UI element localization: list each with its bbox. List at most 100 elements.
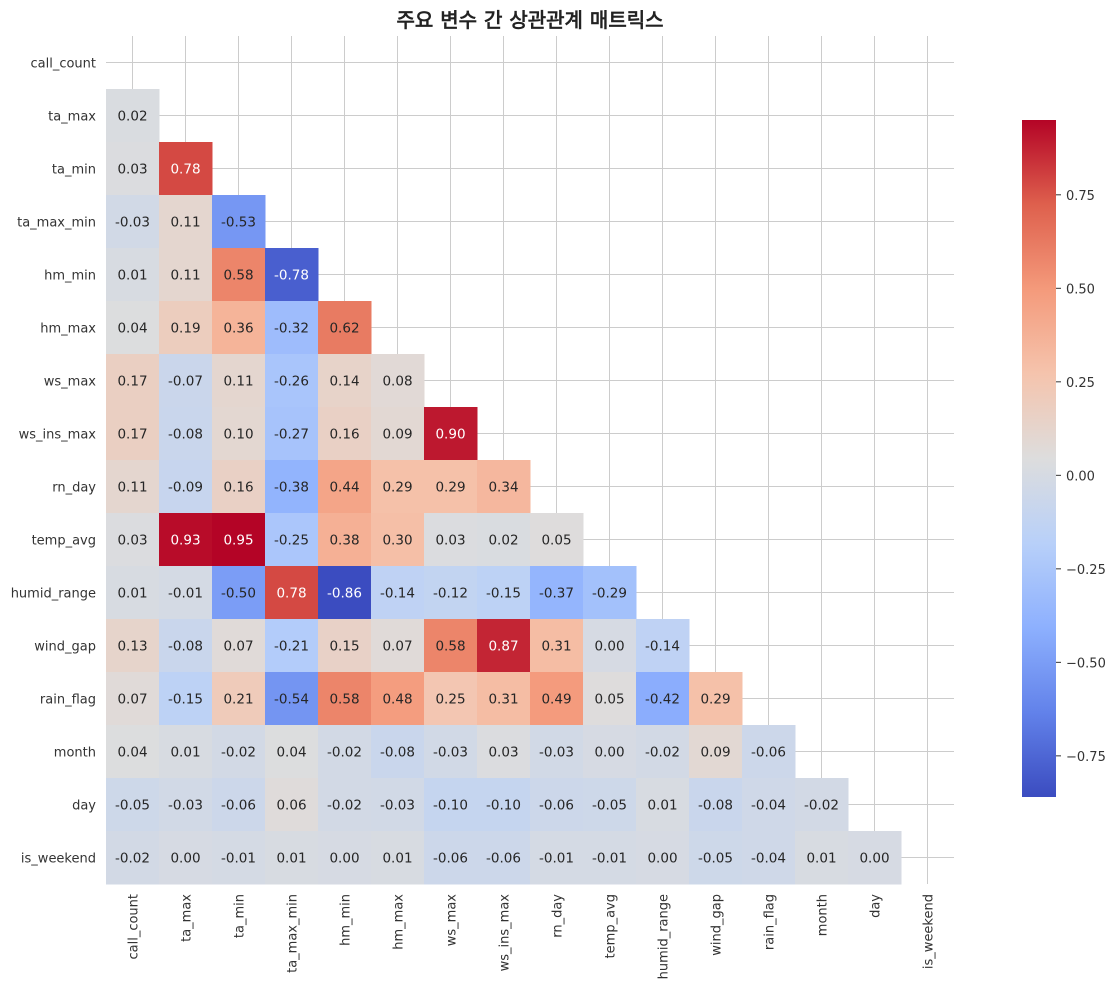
- cell-value-label-is_weekend-ta_max: 0.00: [170, 851, 200, 867]
- heatmap-cell-rain_flag-ta_max: [159, 672, 213, 726]
- cell-value-label-ta_max_min-ta_min: -0.53: [221, 215, 256, 231]
- cell-value-label-rain_flag-hm_max: 0.48: [382, 692, 412, 708]
- cell-value-label-month-ta_min: -0.02: [221, 745, 256, 761]
- heatmap-cell-ws_ins_max-ws_max: [424, 407, 478, 461]
- heatmap-cell-wind_gap-ws_max: [424, 619, 478, 673]
- cell-value-label-humid_range-hm_max: -0.14: [380, 586, 415, 602]
- heatmap-cell-temp_avg-hm_min: [318, 513, 372, 567]
- y-axis-tick-labels: call_count ta_max ta_min ta_max_min hm_minhm…: [11, 57, 97, 867]
- colorbar-tick-label: −0.25: [1066, 563, 1106, 578]
- cell-value-label-ws_max-ta_max: -0.07: [168, 374, 203, 390]
- cell-value-label-rn_day-ta_max_min: -0.38: [274, 480, 309, 496]
- cell-value-label-humid_range-ta_min: -0.50: [221, 586, 256, 602]
- cell-value-label-ta_max_min-call_count: -0.03: [115, 215, 150, 231]
- heatmap-cell-is_weekend-humid_range: [636, 831, 690, 885]
- cell-value-label-ta_min-call_count: 0.03: [117, 162, 147, 178]
- heatmap-cell-day-ta_max_min: [265, 778, 319, 832]
- x-tick-label-is_weekend: is_weekend: [922, 894, 937, 969]
- colorbar-tick-label: 0.75: [1066, 189, 1095, 204]
- cell-value-label-ws_ins_max-hm_min: 0.16: [329, 427, 359, 443]
- heatmap-cell-ws_max-hm_min: [318, 354, 372, 408]
- heatmap-cell-day-ws_ins_max: [477, 778, 531, 832]
- heatmap-cell-is_weekend-day: [848, 831, 902, 885]
- cell-value-label-day-month: -0.02: [804, 798, 839, 814]
- cell-value-label-rain_flag-ws_max: 0.25: [435, 692, 465, 708]
- cell-value-label-temp_avg-call_count: 0.03: [117, 533, 147, 549]
- cell-value-label-day-ta_max: -0.03: [168, 798, 203, 814]
- cell-value-label-humid_range-hm_min: -0.86: [327, 586, 362, 602]
- cell-value-label-wind_gap-ta_min: 0.07: [223, 639, 253, 655]
- x-tick-label-ta_max: ta_max: [180, 894, 195, 942]
- heatmap-cell-rn_day-call_count: [106, 460, 160, 514]
- heatmap-cell-ws_ins_max-ta_min: [212, 407, 266, 461]
- heatmap-cell-humid_range-ws_ins_max: [477, 566, 531, 620]
- x-tick-label-rn_day: rn_day: [551, 894, 566, 938]
- heatmap-cell-is_weekend-rain_flag: [742, 831, 796, 885]
- heatmap-cell-rn_day-ta_max_min: [265, 460, 319, 514]
- heatmap-cell-day-ta_max: [159, 778, 213, 832]
- heatmap-cell-is_weekend-rn_day: [530, 831, 584, 885]
- cell-value-label-is_weekend-ws_ins_max: -0.06: [486, 851, 521, 867]
- cell-value-label-month-ws_max: -0.03: [433, 745, 468, 761]
- x-tick-label-ta_max_min: ta_max_min: [286, 894, 301, 973]
- heatmap-cell-day-hm_max: [371, 778, 425, 832]
- heatmap-cell-rain_flag-wind_gap: [689, 672, 743, 726]
- cell-value-label-temp_avg-ws_max: 0.03: [435, 533, 465, 549]
- heatmap-cell-humid_range-temp_avg: [583, 566, 637, 620]
- x-tick-label-wind_gap: wind_gap: [710, 894, 725, 956]
- heatmap-cell-rain_flag-ta_max_min: [265, 672, 319, 726]
- cell-value-label-day-ta_max_min: 0.06: [276, 798, 306, 814]
- cell-value-label-wind_gap-ws_max: 0.58: [435, 639, 465, 655]
- cell-value-label-temp_avg-hm_min: 0.38: [329, 533, 359, 549]
- heatmap-cell-ta_max-call_count: [106, 89, 160, 143]
- cell-value-label-humid_range-ta_max: -0.01: [168, 586, 203, 602]
- cell-value-label-month-temp_avg: 0.00: [594, 745, 624, 761]
- cell-value-label-month-rain_flag: -0.06: [751, 745, 786, 761]
- heatmap-cell-is_weekend-month: [795, 831, 849, 885]
- cell-value-label-month-rn_day: -0.03: [539, 745, 574, 761]
- heatmap-cell-wind_gap-rn_day: [530, 619, 584, 673]
- cell-value-label-is_weekend-day: 0.00: [859, 851, 889, 867]
- heatmap-cell-ws_max-ta_min: [212, 354, 266, 408]
- y-tick-label-humid_range: humid_range: [11, 587, 96, 602]
- heatmap-cell-month-hm_max: [371, 725, 425, 779]
- heatmap-cell-temp_avg-ws_ins_max: [477, 513, 531, 567]
- heatmap-cell-temp_avg-ta_max_min: [265, 513, 319, 567]
- heatmap-cell-rn_day-ta_min: [212, 460, 266, 514]
- cell-value-label-ta_max-call_count: 0.02: [117, 109, 147, 125]
- cell-value-label-hm_min-ta_max: 0.11: [170, 268, 200, 284]
- cell-value-label-ws_max-hm_max: 0.08: [382, 374, 412, 390]
- heatmap-cell-is_weekend-hm_min: [318, 831, 372, 885]
- cell-value-label-wind_gap-temp_avg: 0.00: [594, 639, 624, 655]
- heatmap-cell-ws_max-ta_max: [159, 354, 213, 408]
- y-tick-label-ta_min: ta_min: [52, 163, 96, 178]
- cell-value-label-rain_flag-call_count: 0.07: [117, 692, 147, 708]
- cell-value-label-day-humid_range: 0.01: [647, 798, 677, 814]
- cell-value-label-wind_gap-ta_max: -0.08: [168, 639, 203, 655]
- cell-value-label-humid_range-temp_avg: -0.29: [592, 586, 627, 602]
- heatmap-cell-day-temp_avg: [583, 778, 637, 832]
- heatmap-cell-ws_ins_max-ta_max_min: [265, 407, 319, 461]
- cell-value-label-rain_flag-ws_ins_max: 0.31: [488, 692, 518, 708]
- cell-value-label-wind_gap-ta_max_min: -0.21: [274, 639, 309, 655]
- cell-value-label-hm_min-call_count: 0.01: [117, 268, 147, 284]
- heatmap-cell-rain_flag-rn_day: [530, 672, 584, 726]
- heatmap-cell-month-ta_min: [212, 725, 266, 779]
- heatmap-cell-month-ws_max: [424, 725, 478, 779]
- heatmap-cell-ta_max_min-call_count: [106, 195, 160, 249]
- cell-value-label-rn_day-ta_min: 0.16: [223, 480, 253, 496]
- cell-value-label-day-wind_gap: -0.08: [698, 798, 733, 814]
- cell-value-label-wind_gap-ws_ins_max: 0.87: [488, 639, 518, 655]
- heatmap-cell-rain_flag-hm_max: [371, 672, 425, 726]
- cell-value-label-day-ta_min: -0.06: [221, 798, 256, 814]
- y-tick-label-month: month: [54, 746, 96, 761]
- cell-value-label-rain_flag-ta_max: -0.15: [168, 692, 203, 708]
- heatmap-cell-is_weekend-ta_max_min: [265, 831, 319, 885]
- heatmap-cell-wind_gap-call_count: [106, 619, 160, 673]
- heatmap-cell-ws_ins_max-ta_max: [159, 407, 213, 461]
- heatmap-cell-day-month: [795, 778, 849, 832]
- cell-value-label-day-hm_min: -0.02: [327, 798, 362, 814]
- heatmap-cell-rain_flag-call_count: [106, 672, 160, 726]
- cell-value-label-month-ws_ins_max: 0.03: [488, 745, 518, 761]
